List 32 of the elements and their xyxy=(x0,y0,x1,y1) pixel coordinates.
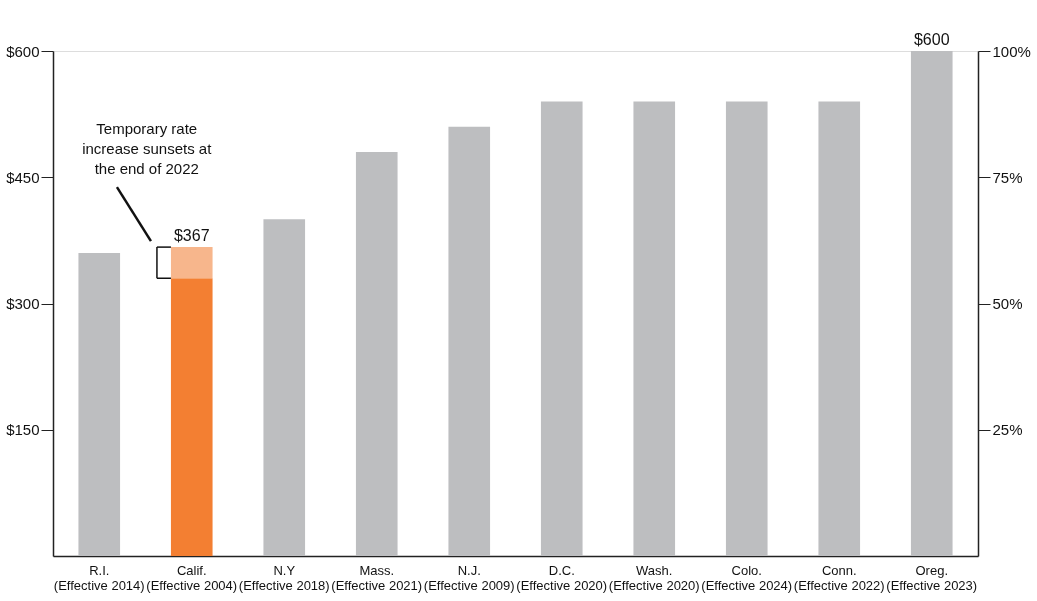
x-tick-label: Mass. (Effective 2021) xyxy=(331,562,423,593)
x-tick-label: D.C. (Effective 2020) xyxy=(516,562,608,593)
bar xyxy=(633,101,676,556)
x-tick-label: N.J. (Effective 2009) xyxy=(423,562,515,593)
y2-tick-label: 100% xyxy=(992,42,1031,60)
x-tick-label: Conn. (Effective 2022) xyxy=(793,562,885,593)
x-tick-label: N.Y (Effective 2018) xyxy=(238,562,330,593)
x-tick-label: Oreg. (Effective 2023) xyxy=(886,562,978,593)
x-tick-label: Wash. (Effective 2020) xyxy=(608,562,700,593)
x-tick-label: Colo. (Effective 2024) xyxy=(701,562,793,593)
y2-tick-label: 50% xyxy=(992,295,1023,312)
y-tick-label: $150 xyxy=(6,421,40,439)
y-tick-label: $450 xyxy=(6,168,40,186)
y-tick-label: $600 xyxy=(6,42,40,60)
bar xyxy=(355,152,398,556)
bar xyxy=(448,126,491,556)
x-tick-label: Calif. (Effective 2004) xyxy=(146,562,238,593)
bar xyxy=(910,51,953,556)
total-label: $600 xyxy=(913,31,950,48)
y-tick-label: $300 xyxy=(6,295,40,312)
y2-tick-label: 75% xyxy=(992,168,1023,186)
annotation: Temporary rate increase sunsets at the end of 2022 xyxy=(82,120,213,178)
x-tick-label: R.I. (Effective 2014) xyxy=(53,562,145,593)
total-label: $367 xyxy=(173,227,210,245)
bar xyxy=(78,253,121,556)
y2-tick-label: 25% xyxy=(992,421,1023,439)
bar xyxy=(263,219,306,556)
bar xyxy=(725,101,768,556)
bar xyxy=(818,101,861,556)
bar xyxy=(170,278,213,556)
bar xyxy=(540,101,583,556)
bar xyxy=(170,247,213,279)
